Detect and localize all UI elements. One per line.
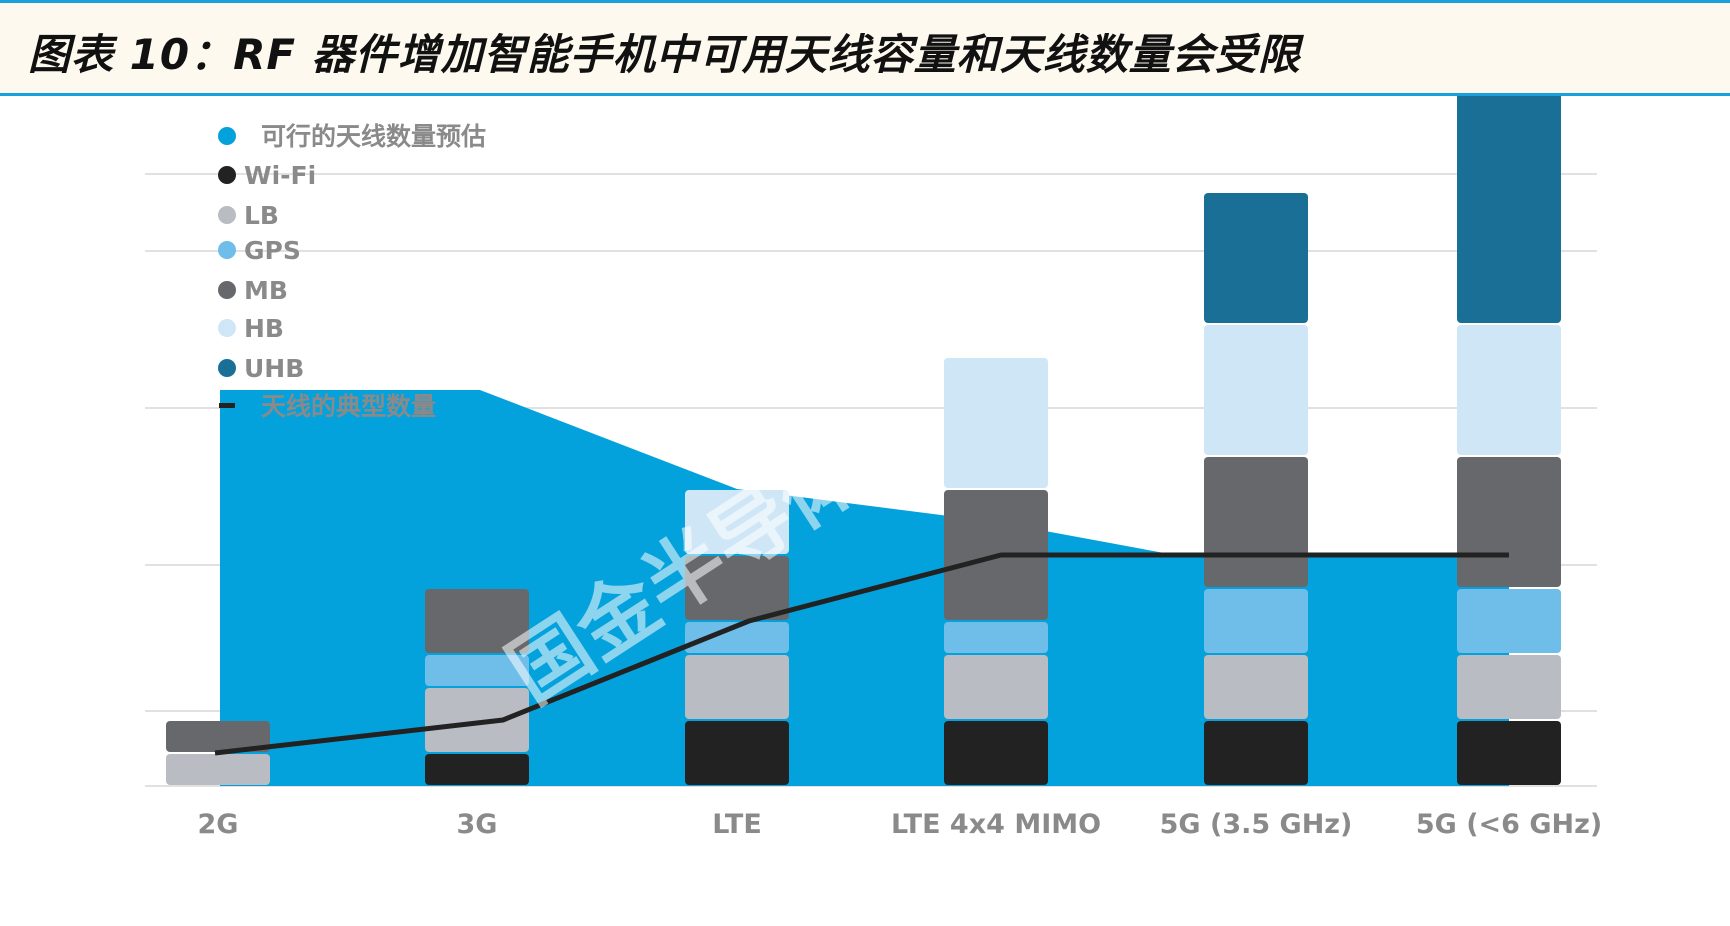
capacity-area-shape <box>220 390 1509 786</box>
legend-label-uhb: UHB <box>244 354 304 383</box>
x-tick-2g: 2G <box>198 809 239 840</box>
bar-2g-mb <box>166 721 270 752</box>
x-tick-lte: LTE <box>712 809 762 840</box>
bar-3g-mb <box>425 589 529 653</box>
legend-marker-gps <box>218 241 236 259</box>
x-tick-5g-3-5-ghz: 5G (3.5 GHz) <box>1160 809 1353 840</box>
typical-count-line <box>214 552 1509 756</box>
capacity-area <box>220 390 1509 786</box>
bar-lte-hb <box>685 490 789 554</box>
bar-lte-lb <box>685 655 789 719</box>
legend-label-item-0: 可行的天线数量预估 <box>261 122 486 151</box>
bar-5g-3-5-ghz-mb <box>1204 457 1308 587</box>
bar-lte-4x4-mimo-lb <box>944 655 1048 719</box>
bar-5g-6-ghz-mb <box>1457 457 1561 587</box>
chart-area: 2G 3G LTE LTE 4x4 MIMO 5G (3.5 GHz) 5G (<6 GH… <box>0 96 1730 926</box>
title-bar: 图表 10：RF 器件增加智能手机中可用天线容量和天线数量会受限 <box>0 0 1730 96</box>
legend-marker-wi-fi <box>218 166 236 184</box>
bar-5g-6-ghz-uhb <box>1457 96 1561 323</box>
bar-2g-lb <box>166 754 270 785</box>
x-axis-ticks: 2G 3G LTE LTE 4x4 MIMO 5G (3.5 GHz) 5G (<6 GH… <box>198 809 1603 840</box>
legend-marker-capacity-estimate <box>218 127 236 145</box>
bar-5g-6-ghz-gps <box>1457 589 1561 653</box>
legend-label-item-7: 天线的典型数量 <box>261 392 436 421</box>
page-title: 图表 10：RF 器件增加智能手机中可用天线容量和天线数量会受限 <box>28 30 1301 79</box>
legend-marker-mb <box>218 281 236 299</box>
legend-marker-hb <box>218 319 236 337</box>
x-tick-lte-4x4-mimo: LTE 4x4 MIMO <box>891 809 1101 840</box>
x-tick-3g: 3G <box>457 809 498 840</box>
bar-3g-wi-fi <box>425 754 529 785</box>
legend-label-mb: MB <box>244 276 288 305</box>
bar-lte-mb <box>685 556 789 620</box>
bar-lte-gps <box>685 622 789 653</box>
legend-label-hb: HB <box>244 314 284 343</box>
stacked-bar-chart: 2G 3G LTE LTE 4x4 MIMO 5G (3.5 GHz) 5G (<6 GH… <box>145 96 1603 840</box>
bar-3g-lb <box>425 688 529 752</box>
bar-5g-3-5-ghz-wi-fi <box>1204 721 1308 785</box>
legend-label-gps: GPS <box>244 236 301 265</box>
bar-lte-4x4-mimo-hb <box>944 358 1048 488</box>
bar-5g-3-5-ghz-lb <box>1204 655 1308 719</box>
bar-3g-gps <box>425 655 529 686</box>
legend-marker-lb <box>218 206 236 224</box>
legend: 可行的天线数量预估 Wi-Fi LB GPS MB HB UHB 天线的典型数量 <box>218 122 486 421</box>
legend-marker-uhb <box>218 359 236 377</box>
bar-5g-6-ghz-lb <box>1457 655 1561 719</box>
bar-5g-6-ghz-hb <box>1457 325 1561 455</box>
bar-5g-6-ghz-wi-fi <box>1457 721 1561 785</box>
bar-lte-4x4-mimo-gps <box>944 622 1048 653</box>
legend-label-wi-fi: Wi-Fi <box>244 161 316 190</box>
bar-lte-wi-fi <box>685 721 789 785</box>
legend-marker-typical-count <box>219 403 235 408</box>
typical-count-polyline <box>214 552 1509 756</box>
x-tick-5g-6-ghz: 5G (<6 GHz) <box>1416 809 1602 840</box>
bar-lte-4x4-mimo-wi-fi <box>944 721 1048 785</box>
bar-5g-3-5-ghz-gps <box>1204 589 1308 653</box>
legend-label-lb: LB <box>244 201 279 230</box>
bar-5g-3-5-ghz-uhb <box>1204 193 1308 323</box>
bar-5g-3-5-ghz-hb <box>1204 325 1308 455</box>
